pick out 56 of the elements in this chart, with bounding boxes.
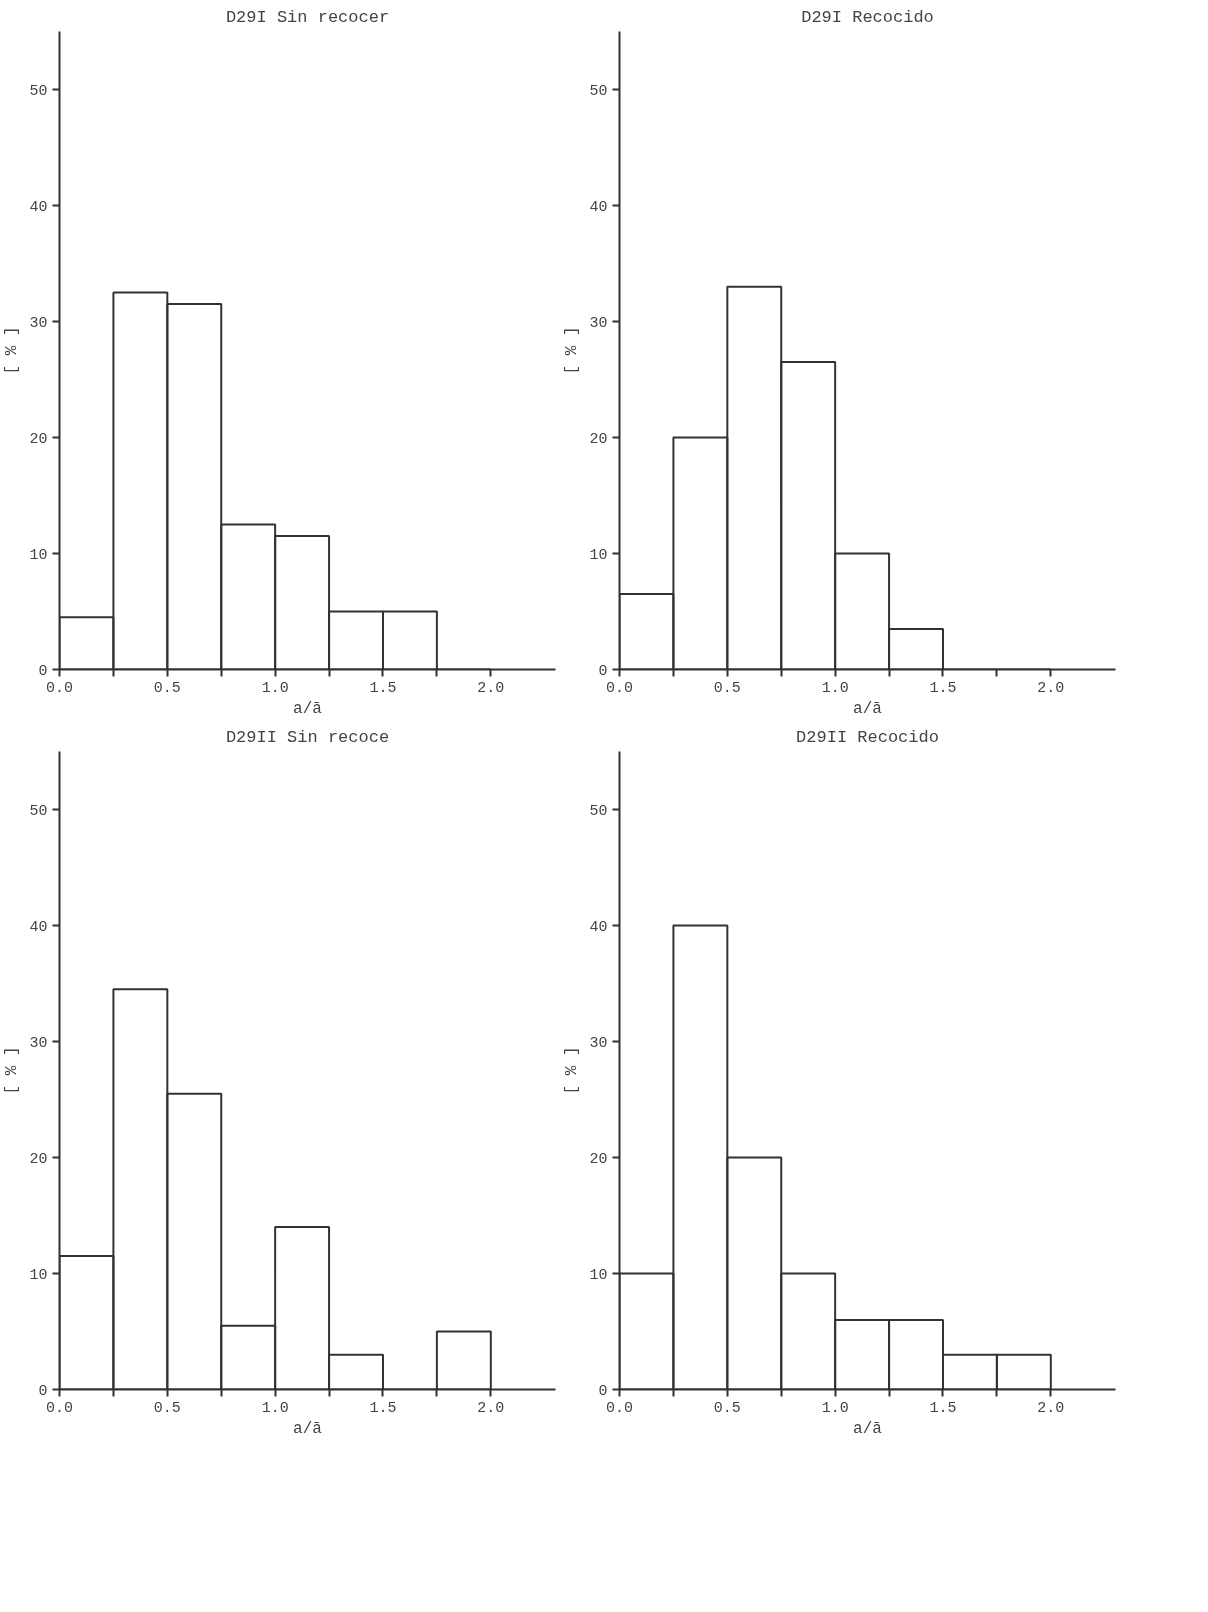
chart-title: D29I Recocido [801, 7, 934, 27]
y-tick-label: 30 [589, 1034, 608, 1052]
y-tick-label: 20 [29, 1150, 48, 1168]
chart-title: D29I Sin recocer [225, 7, 390, 27]
y-tick-label: 20 [589, 430, 608, 448]
x-tick-label: 1.0 [821, 679, 849, 697]
x-tick-label: 1.0 [821, 1399, 849, 1417]
y-tick-label: 10 [29, 546, 48, 564]
x-axis-title: a/ā [853, 699, 883, 718]
x-tick-label: 1.5 [369, 1399, 397, 1417]
y-tick-label: 0 [598, 1382, 608, 1400]
chart-title: D29II Sin recoce [225, 727, 390, 747]
y-tick-label: 40 [589, 918, 608, 936]
y-tick-label: 0 [598, 662, 608, 680]
y-tick-label: 40 [29, 918, 48, 936]
x-tick-label: 1.5 [929, 1399, 957, 1417]
x-tick-label: 1.5 [369, 679, 397, 697]
x-tick-label: 0.0 [606, 1399, 634, 1417]
x-tick-label: 2.0 [1037, 679, 1065, 697]
x-tick-label: 2.0 [477, 1399, 505, 1417]
y-tick-label: 0 [38, 662, 48, 680]
x-tick-label: 0.5 [153, 1399, 181, 1417]
y-tick-label: 50 [589, 82, 608, 100]
x-tick-label: 2.0 [1037, 1399, 1065, 1417]
x-axis-title: a/ā [853, 1419, 883, 1438]
x-tick-label: 2.0 [477, 679, 505, 697]
y-tick-label: 10 [589, 1266, 608, 1284]
x-tick-label: 0.5 [153, 679, 181, 697]
x-tick-label: 0.0 [606, 679, 634, 697]
x-tick-label: 1.0 [261, 679, 289, 697]
y-tick-label: 20 [29, 430, 48, 448]
y-axis-title: [ % ] [563, 326, 582, 375]
y-axis-title: [ % ] [3, 1046, 22, 1095]
x-tick-label: 0.5 [713, 679, 741, 697]
y-tick-label: 10 [589, 546, 608, 564]
y-tick-label: 20 [589, 1150, 608, 1168]
y-tick-label: 30 [29, 314, 48, 332]
chart-title: D29II Recocido [796, 727, 939, 747]
y-tick-label: 40 [589, 198, 608, 216]
y-tick-label: 30 [29, 1034, 48, 1052]
y-tick-label: 10 [29, 1266, 48, 1284]
y-tick-label: 50 [29, 82, 48, 100]
y-tick-label: 50 [29, 802, 48, 820]
x-tick-label: 0.0 [46, 1399, 74, 1417]
y-tick-label: 30 [589, 314, 608, 332]
x-tick-label: 1.0 [261, 1399, 289, 1417]
y-tick-label: 0 [38, 1382, 48, 1400]
y-axis-title: [ % ] [3, 326, 22, 375]
x-tick-label: 1.5 [929, 679, 957, 697]
y-tick-label: 40 [29, 198, 48, 216]
x-tick-label: 0.5 [713, 1399, 741, 1417]
x-axis-title: a/ā [293, 1419, 323, 1438]
y-tick-label: 50 [589, 802, 608, 820]
x-tick-label: 0.0 [46, 679, 74, 697]
x-axis-title: a/ā [293, 699, 323, 718]
y-axis-title: [ % ] [563, 1046, 582, 1095]
